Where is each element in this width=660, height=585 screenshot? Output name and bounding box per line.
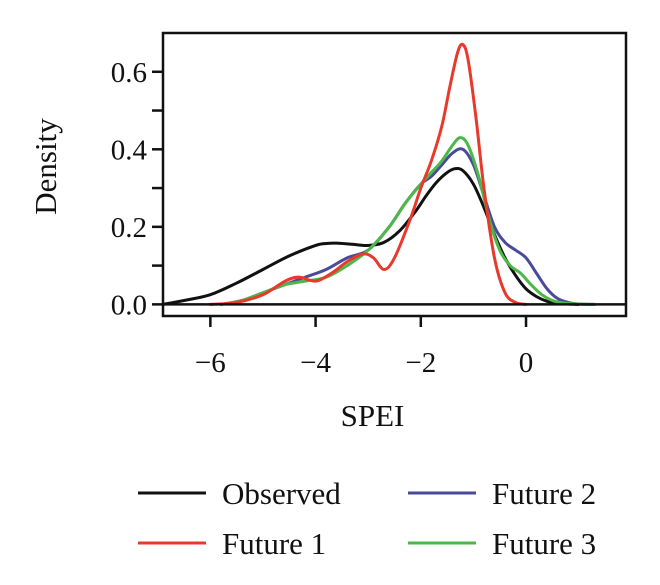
x-axis-title: SPEI [341,398,405,433]
legend-label: Future 1 [222,526,326,561]
legend-item-future-2: Future 2 [408,476,596,511]
axis-ticks [152,70,528,327]
legend-item-future-1: Future 1 [138,526,326,561]
series-line-future-1 [208,42,528,306]
legend-item-future-3: Future 3 [408,526,596,561]
legend-label: Future 3 [492,526,596,561]
x-tick-label: −2 [405,347,436,379]
x-tick-label: −6 [195,347,226,379]
y-tick-label: 0.2 [111,212,147,244]
plot-frame [161,31,628,318]
legend-item-observed: Observed [138,476,341,511]
x-tick-label: 0 [519,347,534,379]
legend: Observed Future 2 Future 1 Future 3 [138,476,596,561]
y-tick-label: 0.6 [111,57,147,89]
y-tick-label: 0.4 [111,134,148,166]
series-line-future-2 [219,147,596,306]
y-tick-label: 0.0 [111,289,147,321]
series-line-observed [161,166,581,306]
series-lines [161,42,626,306]
legend-label: Observed [222,476,341,511]
legend-label: Future 2 [492,476,596,511]
tick-labels: 0.0 0.2 0.4 0.6 −6 −4 −2 0 [111,57,534,379]
y-axis-title: Density [28,118,63,215]
x-tick-label: −4 [300,347,331,379]
